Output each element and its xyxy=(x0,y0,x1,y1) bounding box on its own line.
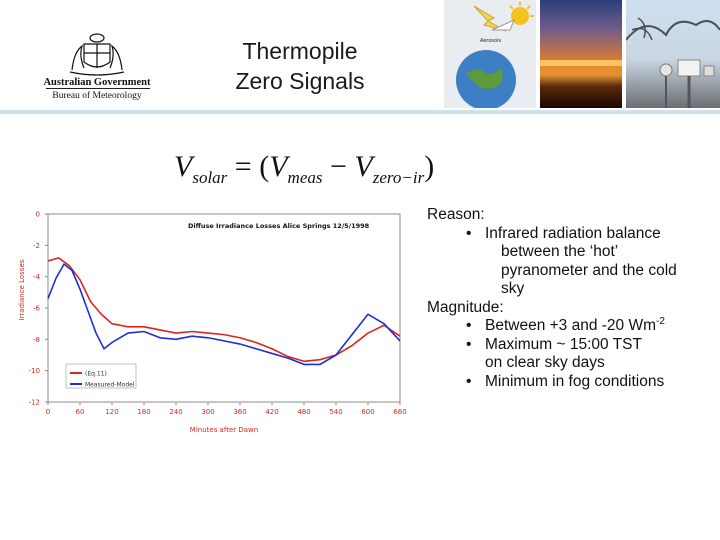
y-tick-label: -4 xyxy=(33,273,41,281)
list-item: • Maximum ~ 15:00 TST on clear sky days xyxy=(427,336,717,373)
eq-lhs: V xyxy=(174,150,193,183)
eq-close: ) xyxy=(424,150,435,183)
legend-label: Measured-Model xyxy=(85,382,135,389)
coat-of-arms-icon xyxy=(69,33,125,76)
x-tick-label: 0 xyxy=(46,408,50,416)
y-tick-label: -2 xyxy=(33,242,40,250)
title-line-1: Thermopile xyxy=(242,38,358,64)
bullet-text: on clear sky days xyxy=(485,354,605,371)
reason-block: Reason: • Infrared radiation balance bet… xyxy=(427,206,717,391)
chart-xlabel: Minutes after Dawn xyxy=(190,426,258,434)
x-tick-label: 300 xyxy=(201,408,214,416)
x-tick-label: 420 xyxy=(265,408,278,416)
government-logo: Australian Government Bureau of Meteorol… xyxy=(22,30,172,110)
eq-equals: = ( xyxy=(234,150,270,183)
sun-earth-diagram-icon: Aerosols xyxy=(444,0,536,108)
equation: Vsolar = (Vmeas − Vzero−ir) xyxy=(174,150,474,198)
bullet-text: pyranometer and the cold xyxy=(501,261,677,279)
x-tick-label: 540 xyxy=(329,408,342,416)
bullet-glyph: • xyxy=(466,372,472,390)
eq-term2: V xyxy=(354,150,373,183)
bullet-text: Minimum in fog conditions xyxy=(485,372,665,390)
chart-title: Diffuse Irradiance Losses Alice Springs … xyxy=(188,222,370,230)
aerosols-label: Aerosols xyxy=(480,38,501,44)
bullet-text: sky xyxy=(501,280,525,297)
eq-term2-sub: zero−ir xyxy=(372,168,425,187)
radiometer-station-icon xyxy=(626,0,720,108)
y-tick-label: -10 xyxy=(29,367,40,375)
bullet-text: Infrared radiation balance xyxy=(485,224,661,242)
y-tick-label: -8 xyxy=(33,336,40,344)
list-item: • Minimum in fog conditions xyxy=(427,373,717,392)
eq-lhs-sub: solar xyxy=(192,168,228,187)
logo-line-2: Bureau of Meteorology xyxy=(52,91,142,101)
x-tick-label: 180 xyxy=(137,408,150,416)
x-tick-label: 60 xyxy=(76,408,85,416)
logo-divider xyxy=(46,88,150,89)
eq-term1-sub: meas xyxy=(287,168,323,187)
y-tick-label: 0 xyxy=(36,211,40,219)
reason-list: • Infrared radiation balance between the… xyxy=(427,225,717,299)
x-tick-label: 660 xyxy=(393,408,406,416)
reason-heading: Reason: xyxy=(427,206,485,223)
header-divider xyxy=(0,110,720,114)
logo-line-1: Australian Government xyxy=(43,77,151,88)
bullet-glyph: • xyxy=(466,335,472,353)
eq-minus: − xyxy=(330,150,347,183)
x-tick-label: 120 xyxy=(105,408,118,416)
x-tick-label: 240 xyxy=(169,408,182,416)
title-line-2: Zero Signals xyxy=(235,68,365,94)
bullet-text: Between +3 and -20 Wm xyxy=(485,317,657,334)
header-photos: Aerosols xyxy=(444,0,720,108)
bullet-glyph: • xyxy=(466,224,472,242)
chart-ylabel: Irradiance Losses xyxy=(18,259,26,320)
x-tick-label: 480 xyxy=(297,408,310,416)
slide-title: Thermopile Zero Signals xyxy=(200,36,400,96)
bullet-text: Maximum ~ 15:00 TST xyxy=(485,335,642,353)
irradiance-chart: Irradiance Losses Diffuse Irradiance Los… xyxy=(18,211,407,435)
series-line-2 xyxy=(47,263,401,366)
legend-label: (Eq.11) xyxy=(85,371,107,378)
list-item: • Between +3 and -20 Wm-2 xyxy=(427,315,717,336)
list-item: • Infrared radiation balance between the… xyxy=(427,225,717,299)
x-tick-label: 600 xyxy=(361,408,374,416)
magnitude-list: • Between +3 and -20 Wm-2 • Maximum ~ 15… xyxy=(427,315,717,392)
sunset-horizon-icon xyxy=(540,0,622,108)
magnitude-heading: Magnitude: xyxy=(427,298,504,316)
y-tick-label: -12 xyxy=(29,399,40,407)
bullet-text: between the ‘hot’ xyxy=(501,243,619,260)
eq-term1: V xyxy=(269,150,288,183)
y-tick-label: -6 xyxy=(33,305,41,313)
bullet-sup: -2 xyxy=(656,315,665,327)
bullet-glyph: • xyxy=(466,317,472,334)
x-tick-label: 360 xyxy=(233,408,246,416)
